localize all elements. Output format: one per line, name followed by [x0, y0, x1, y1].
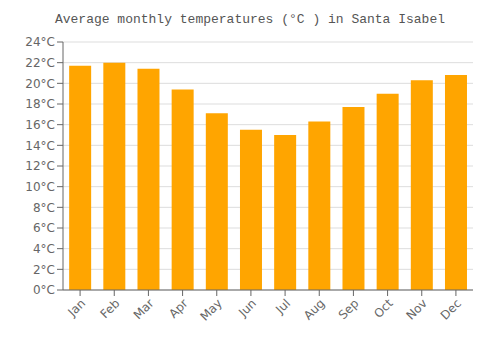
- svg-text:Sep: Sep: [336, 296, 362, 322]
- svg-text:8°C: 8°C: [33, 201, 55, 215]
- svg-text:May: May: [197, 296, 224, 323]
- svg-text:Dec: Dec: [438, 296, 464, 322]
- svg-text:10°C: 10°C: [25, 180, 55, 194]
- svg-text:22°C: 22°C: [25, 56, 55, 70]
- svg-text:Jun: Jun: [235, 296, 259, 320]
- svg-text:14°C: 14°C: [25, 139, 55, 153]
- svg-text:24°C: 24°C: [25, 35, 55, 49]
- svg-text:2°C: 2°C: [33, 263, 55, 277]
- svg-text:18°C: 18°C: [25, 97, 55, 111]
- svg-text:12°C: 12°C: [25, 159, 55, 173]
- svg-text:Apr: Apr: [166, 296, 191, 321]
- svg-text:20°C: 20°C: [25, 77, 55, 91]
- svg-text:16°C: 16°C: [25, 118, 55, 132]
- html-text:Average monthly temperatures (: Average monthly temperatures (°C ) in Sa…: [55, 12, 445, 27]
- svg-text:Aug: Aug: [301, 296, 327, 322]
- svg-text:Oct: Oct: [371, 296, 396, 321]
- svg-text:Jul: Jul: [272, 296, 293, 317]
- svg-text:6°C: 6°C: [33, 221, 55, 235]
- svg-text:Mar: Mar: [131, 296, 157, 322]
- svg-text:0°C: 0°C: [33, 283, 55, 297]
- svg-text:Nov: Nov: [403, 296, 429, 322]
- svg-text:Jan: Jan: [65, 296, 89, 320]
- svg-text:Feb: Feb: [97, 296, 122, 321]
- svg-text:4°C: 4°C: [33, 242, 55, 256]
